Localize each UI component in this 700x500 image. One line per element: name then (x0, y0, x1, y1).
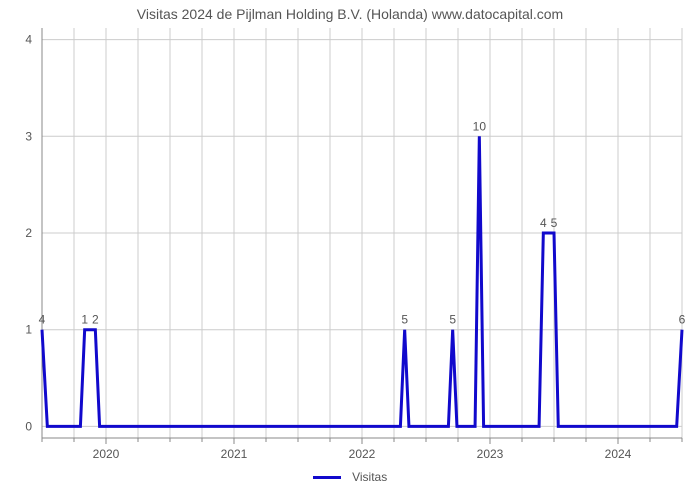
y-tick-label: 0 (25, 419, 32, 433)
x-tick-label: 2024 (605, 447, 632, 461)
value-label: 5 (449, 313, 456, 327)
x-tick-label: 2020 (93, 447, 120, 461)
x-tick-label: 2021 (221, 447, 248, 461)
value-label: 1 (81, 313, 88, 327)
x-tick-label: 2022 (349, 447, 376, 461)
value-label: 2 (92, 313, 99, 327)
value-label: 6 (679, 313, 686, 327)
legend-label: Visitas (352, 470, 387, 484)
y-tick-label: 4 (25, 33, 32, 47)
y-tick-label: 3 (25, 129, 32, 143)
chart-legend: Visitas (0, 470, 700, 484)
y-tick-label: 2 (25, 226, 32, 240)
y-tick-label: 1 (25, 323, 32, 337)
chart-plot: 01234202020212022202320244125510456 (42, 28, 682, 478)
value-label: 4 (540, 216, 547, 230)
value-label: 4 (39, 313, 46, 327)
value-label: 5 (551, 216, 558, 230)
value-label: 5 (401, 313, 408, 327)
x-tick-label: 2023 (477, 447, 504, 461)
legend-swatch (313, 476, 341, 479)
chart-title: Visitas 2024 de Pijlman Holding B.V. (Ho… (0, 6, 700, 22)
value-label: 10 (473, 119, 487, 133)
